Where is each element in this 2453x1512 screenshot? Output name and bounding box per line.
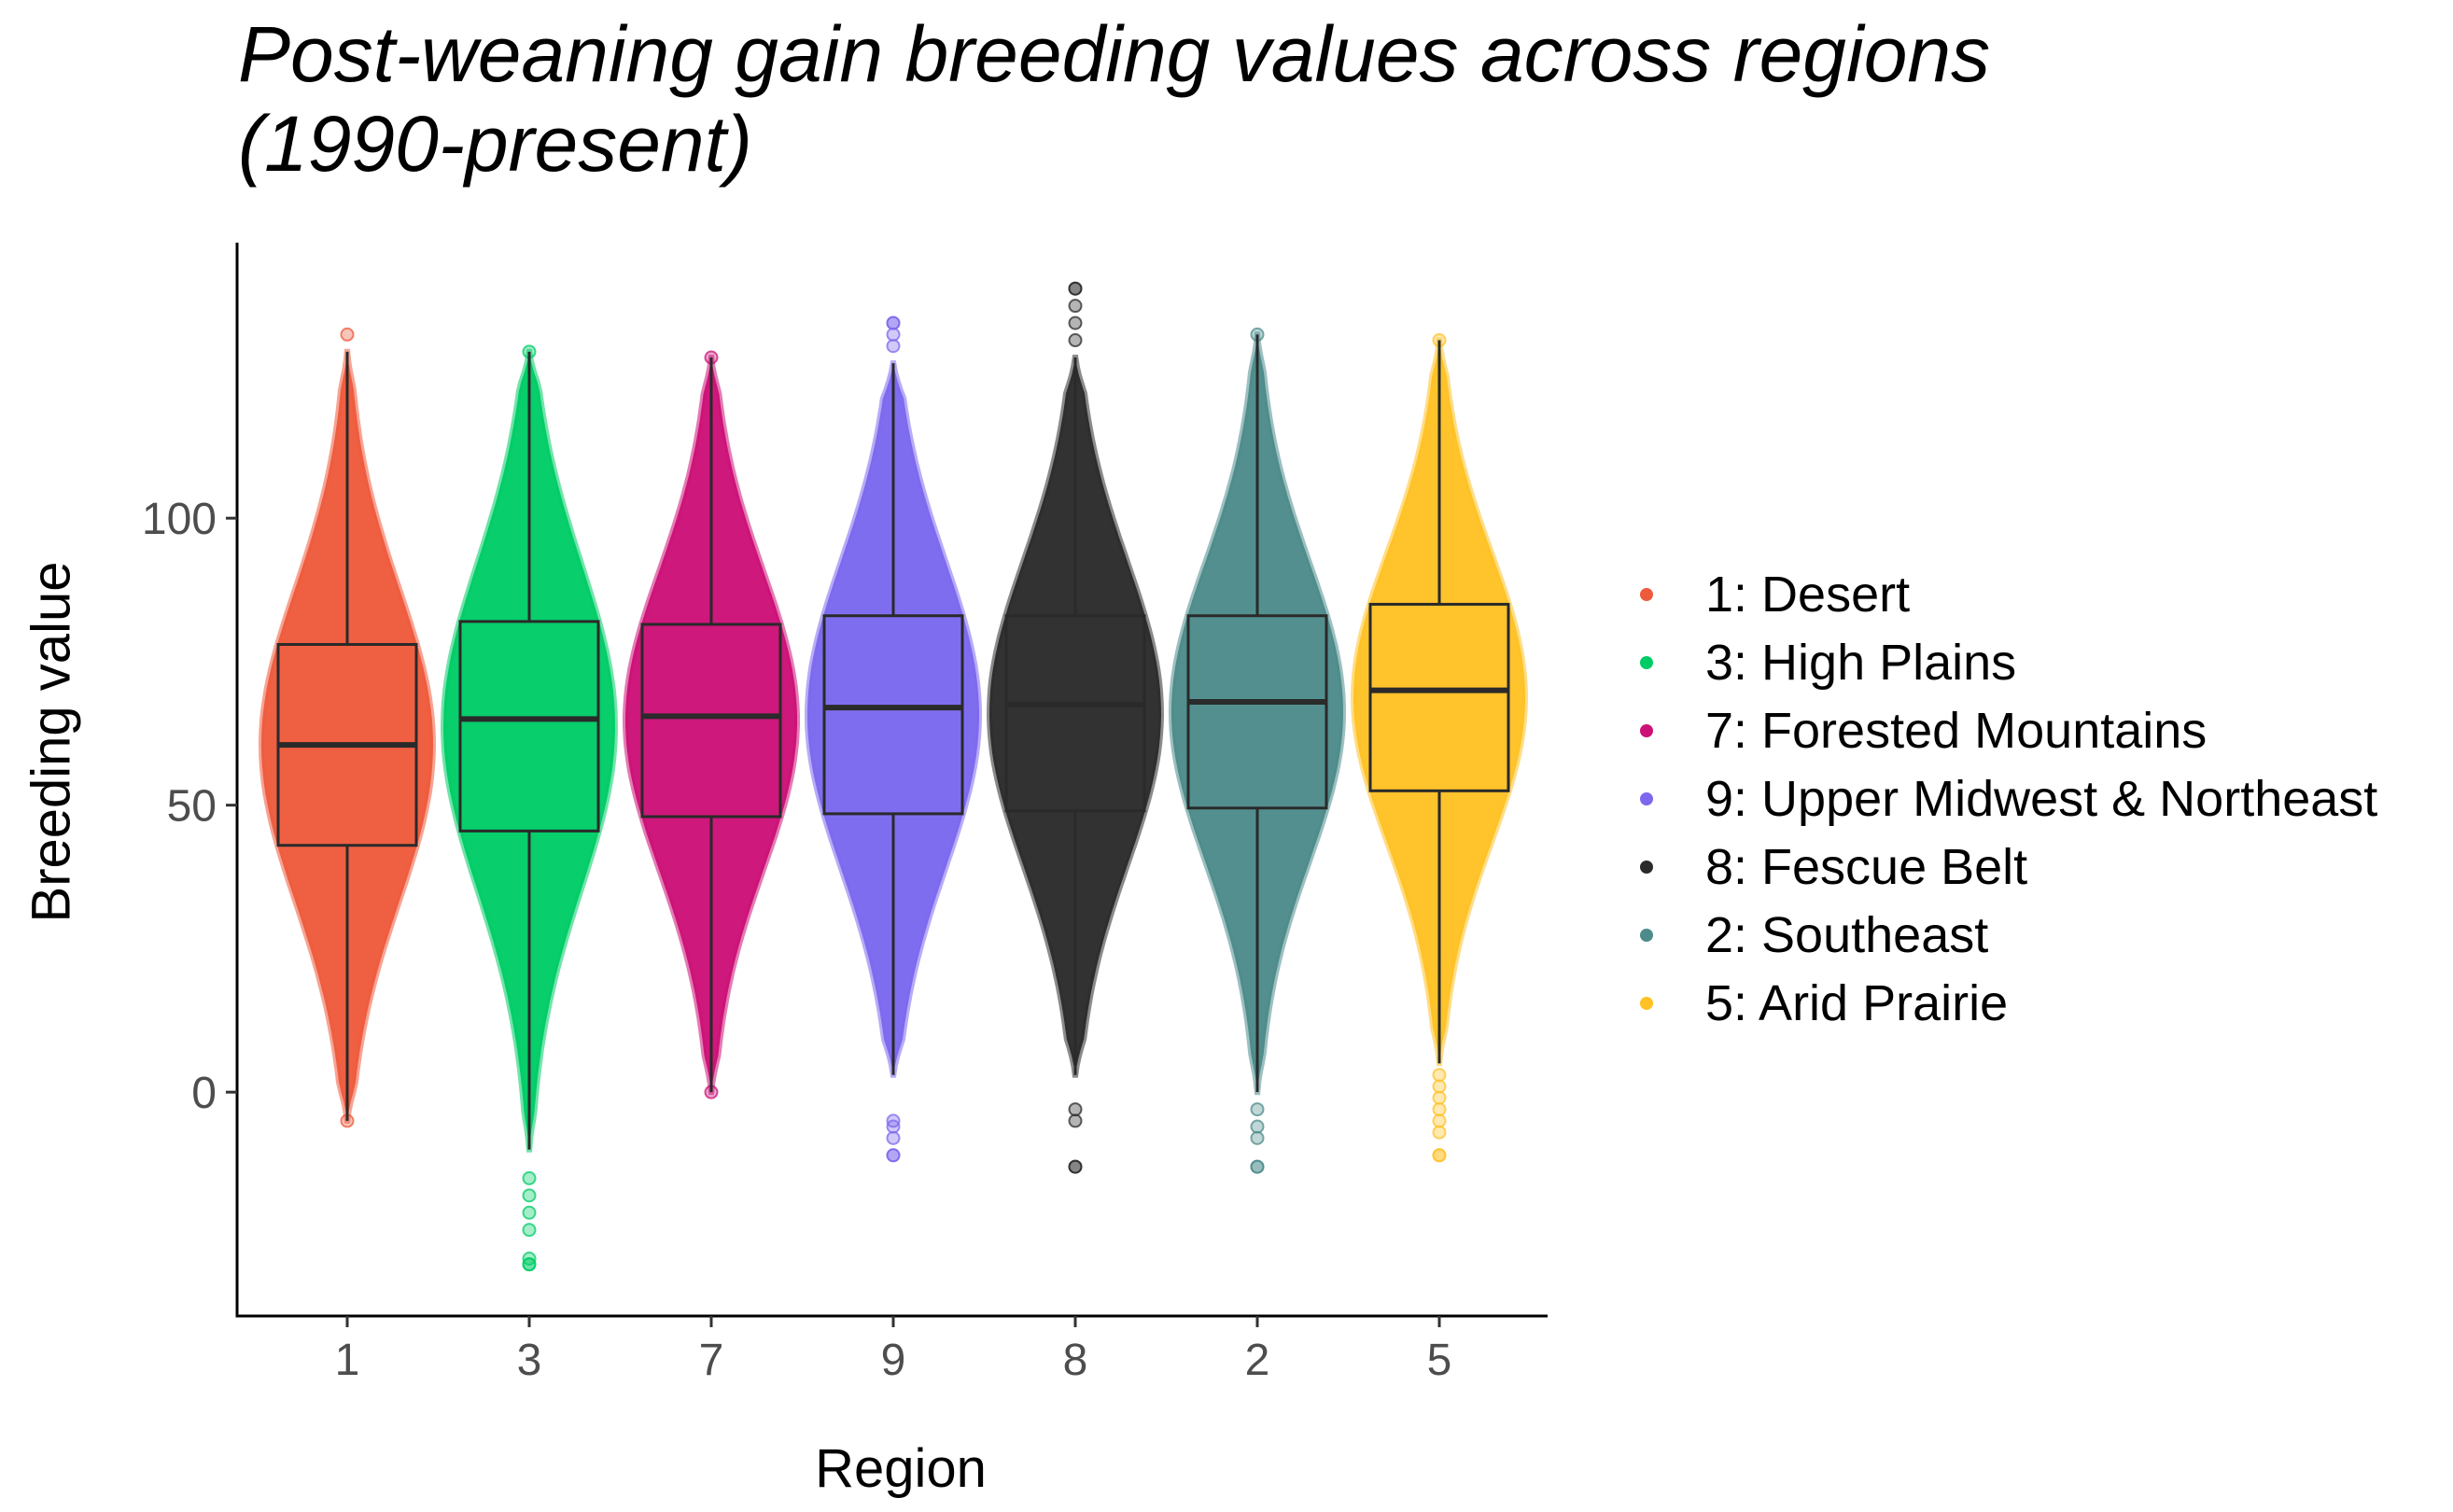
outlier-point-region-5 (1432, 1068, 1447, 1083)
legend-item: 1: Desert (1632, 560, 2377, 628)
legend-label: 2: Southeast (1705, 906, 1989, 963)
box-region-5 (1368, 602, 1510, 792)
legend-key-dot (1640, 791, 1653, 805)
legend: 1: Desert 3: High Plains 7: Forested Mount… (1632, 560, 2377, 1037)
outlier-point-region-2 (1250, 1102, 1265, 1117)
legend-key-dot (1640, 655, 1653, 669)
chart-title: Post-weaning gain breeding values across… (238, 9, 2292, 189)
outlier-point-region-3 (522, 1223, 537, 1238)
outlier-point-region-5 (1432, 1113, 1447, 1128)
outlier-point-region-8 (1068, 299, 1083, 314)
extreme-point-region-5 (1432, 1148, 1447, 1163)
x-tick-label: 3 (517, 1336, 542, 1385)
chart-title-line-2: (1990-present) (238, 100, 752, 188)
legend-label: 5: Arid Prairie (1705, 974, 2009, 1031)
outlier-point-region-9 (886, 339, 901, 354)
extreme-point-region-1 (340, 327, 355, 342)
legend-label: 1: Desert (1705, 566, 1911, 623)
outlier-point-region-2 (1250, 1130, 1265, 1145)
violin-region-3 (440, 348, 619, 1153)
x-tick-label: 9 (881, 1336, 906, 1385)
box-region-3 (458, 620, 600, 833)
legend-label: 8: Fescue Belt (1705, 838, 2028, 895)
x-tick-label: 5 (1427, 1336, 1452, 1385)
legend-key-dot (1640, 996, 1653, 1010)
legend-key-dot (1640, 860, 1653, 874)
legend-item: 9: Upper Midwest & Northeast (1632, 764, 2377, 833)
outlier-point-region-8 (1068, 315, 1083, 330)
violin-region-5 (1351, 337, 1528, 1067)
box-region-2 (1186, 614, 1328, 810)
extreme-point-region-8 (1068, 1159, 1083, 1174)
x-tick-label: 8 (1063, 1336, 1088, 1385)
legend-key-dot (1640, 723, 1653, 737)
outlier-point-region-8 (1068, 333, 1083, 348)
legend-item: 7: Forested Mountains (1632, 696, 2377, 764)
box-region-9 (822, 614, 964, 816)
box-region-7 (640, 623, 782, 819)
outlier-point-region-8 (1068, 1102, 1083, 1117)
outlier-point-region-3 (522, 1188, 537, 1203)
y-tick-label: 100 (142, 495, 217, 544)
extreme-point-region-8 (1068, 281, 1083, 296)
boxplots (276, 334, 1510, 1150)
extreme-point-region-9 (886, 315, 901, 330)
outlier-point-region-2 (1250, 1119, 1265, 1134)
legend-item: 3: High Plains (1632, 628, 2377, 696)
violin-region-9 (805, 360, 982, 1078)
legend-label: 7: Forested Mountains (1705, 702, 2208, 759)
extreme-point-region-2 (1250, 1159, 1265, 1174)
legend-item: 5: Arid Prairie (1632, 969, 2377, 1037)
outlier-point-region-9 (886, 1130, 901, 1145)
chart-title-line-1: Post-weaning gain breeding values across… (238, 10, 1991, 98)
outlier-point-region-5 (1432, 1102, 1447, 1117)
outlier-point-region-9 (886, 1119, 901, 1134)
violins (258, 331, 1528, 1153)
legend-item: 2: Southeast (1632, 901, 2377, 969)
legend-label: 3: High Plains (1705, 634, 2017, 691)
x-tick-label: 7 (699, 1336, 724, 1385)
legend-key-dot (1640, 587, 1653, 601)
y-tick-label: 0 (191, 1069, 217, 1118)
y-axis-title: Breeding value (21, 561, 82, 923)
outlier-point-region-3 (522, 1170, 537, 1185)
box-region-8 (1004, 614, 1146, 813)
legend-item: 8: Fescue Belt (1632, 833, 2377, 901)
x-tick-label: 2 (1245, 1336, 1270, 1385)
x-tick-label: 1 (335, 1336, 360, 1385)
extreme-point-region-3 (522, 1257, 537, 1272)
y-tick-label: 50 (167, 782, 217, 832)
outlier-point-region-9 (886, 327, 901, 342)
axes: 0 50 100 1 3 7 9 8 2 5 (142, 243, 1548, 1385)
outlier-point-region-3 (522, 1205, 537, 1220)
outlier-point-region-8 (1068, 1113, 1083, 1128)
outlier-point-region-5 (1432, 1125, 1447, 1140)
legend-key-dot (1640, 928, 1653, 942)
outlier-point-region-5 (1432, 1079, 1447, 1094)
violin-region-1 (258, 348, 437, 1124)
extreme-point-region-9 (886, 1148, 901, 1163)
outlier-point-region-5 (1432, 1090, 1447, 1105)
legend-label: 9: Upper Midwest & Northeast (1705, 770, 2378, 827)
x-axis-title: Region (815, 1438, 987, 1499)
